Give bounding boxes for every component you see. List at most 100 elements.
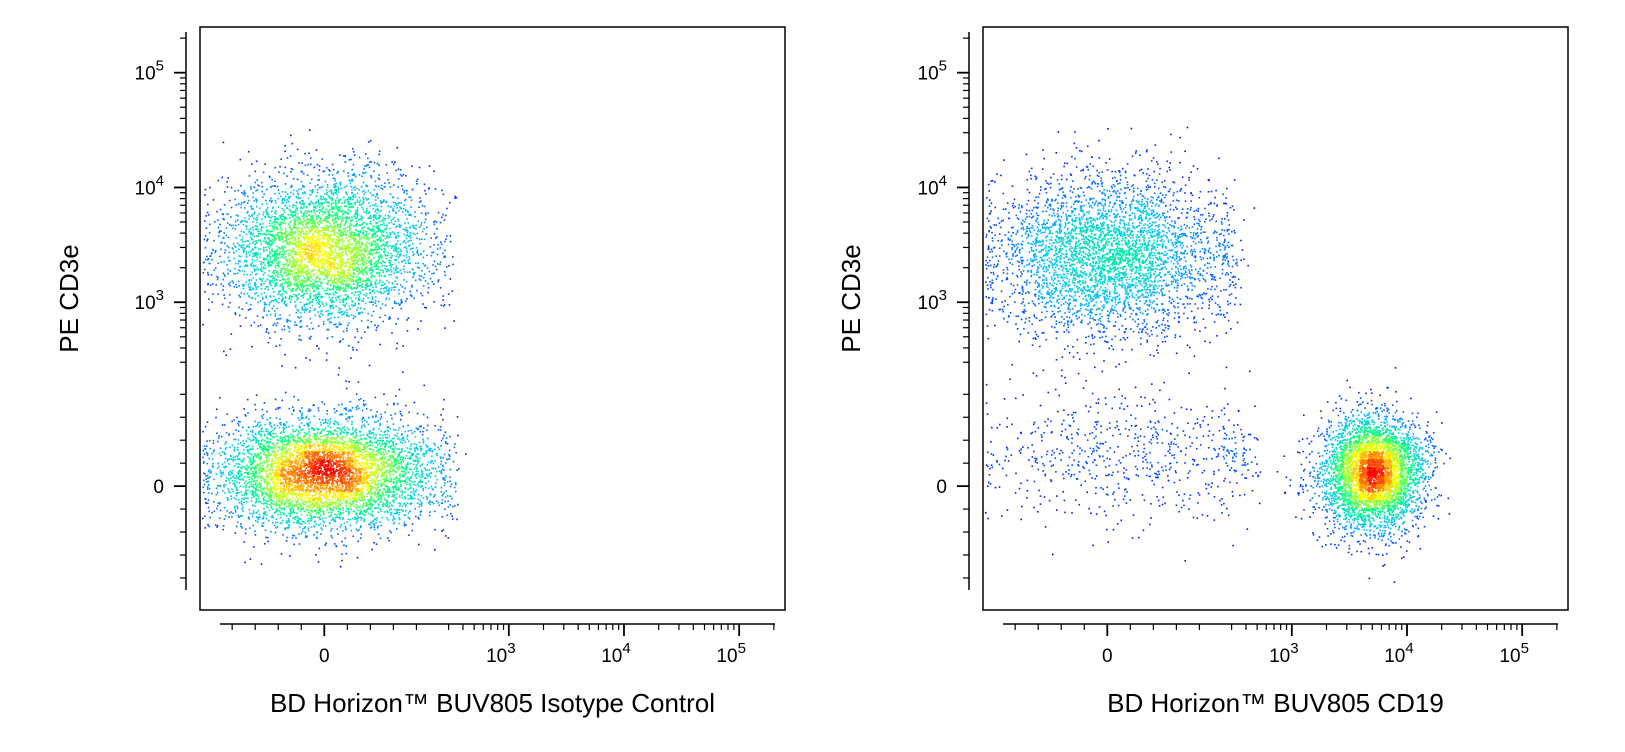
event-dot: [263, 518, 265, 520]
event-dot: [274, 193, 276, 195]
event-dot: [243, 252, 245, 254]
event-dot: [433, 244, 435, 246]
event-dot: [253, 439, 255, 441]
event-dot: [338, 207, 340, 209]
event-dot: [335, 200, 337, 202]
event-dot: [320, 514, 322, 516]
event-dot: [277, 510, 279, 512]
event-dot: [336, 421, 338, 423]
event-dot: [323, 521, 325, 523]
event-dot: [413, 274, 415, 276]
event-dot: [208, 309, 210, 311]
event-dot: [419, 239, 421, 241]
event-dot: [270, 258, 272, 260]
event-dot: [292, 204, 294, 206]
event-dot: [384, 182, 386, 184]
event-dot: [358, 303, 360, 305]
event-dot: [232, 248, 234, 250]
event-dot: [414, 481, 416, 483]
event-dot: [393, 196, 395, 198]
event-dot: [343, 170, 345, 172]
event-dot: [204, 484, 206, 486]
event-dot: [336, 173, 338, 175]
event-dot: [428, 462, 430, 464]
event-dot: [345, 407, 347, 409]
event-dot: [257, 184, 259, 186]
event-dot: [437, 263, 439, 265]
event-dot: [370, 440, 372, 442]
event-dot: [331, 512, 333, 514]
event-dot: [377, 163, 379, 165]
event-dot: [261, 427, 263, 429]
event-dot: [434, 220, 436, 222]
event-dot: [243, 449, 245, 451]
event-dot: [435, 468, 437, 470]
event-dot: [363, 190, 365, 192]
event-dot: [278, 408, 280, 410]
event-dot: [314, 416, 316, 418]
event-dot: [338, 427, 340, 429]
event-dot: [324, 403, 326, 405]
event-dot: [227, 186, 229, 188]
event-dot: [271, 179, 273, 181]
event-dot: [429, 511, 431, 513]
event-dot: [240, 442, 242, 444]
event-dot: [420, 477, 422, 479]
event-dot: [217, 492, 219, 494]
event-dot: [378, 248, 380, 250]
event-dot: [242, 241, 244, 243]
event-dot: [299, 523, 301, 525]
event-dot: [275, 527, 277, 529]
event-dot: [361, 519, 363, 521]
event-dot: [304, 305, 306, 307]
event-dot: [232, 460, 234, 462]
event-dot: [456, 519, 458, 521]
event-dot: [321, 199, 323, 201]
event-dot: [382, 271, 384, 273]
event-dot: [352, 199, 354, 201]
event-dot: [299, 419, 301, 421]
event-dot: [397, 147, 399, 149]
event-dot: [256, 292, 258, 294]
event-dot: [349, 203, 351, 205]
event-dot: [440, 261, 442, 263]
event-dot: [207, 486, 209, 488]
event-dot: [296, 216, 298, 218]
event-dot: [329, 306, 331, 308]
event-dot: [338, 404, 340, 406]
event-dot: [386, 297, 388, 299]
event-dot: [252, 242, 254, 244]
event-dot: [379, 179, 381, 181]
event-dot: [390, 514, 392, 516]
event-dot: [401, 491, 403, 493]
event-dot: [374, 519, 376, 521]
event-dot: [371, 195, 373, 197]
event-dot: [240, 204, 242, 206]
event-dot: [257, 295, 259, 297]
event-dot: [226, 480, 228, 482]
event-dot: [226, 432, 228, 434]
event-dot: [371, 526, 373, 528]
event-dot: [279, 438, 281, 440]
event-dot: [412, 498, 414, 500]
event-dot: [291, 299, 293, 301]
event-dot: [375, 196, 377, 198]
event-dot: [421, 275, 423, 277]
event-dot: [251, 500, 253, 502]
event-dot: [364, 222, 366, 224]
event-dot: [293, 294, 295, 296]
plot-panel-isotype-control: 0 103 104 1050103104105BD Horizon™ BUV805 I…: [54, 27, 785, 718]
event-dot: [281, 295, 283, 297]
event-dot: [447, 500, 449, 502]
event-dot: [452, 264, 454, 266]
event-dot: [401, 308, 403, 310]
event-dot: [340, 309, 342, 311]
event-dot: [369, 365, 371, 367]
event-dot: [253, 187, 255, 189]
event-dot: [218, 235, 220, 237]
event-dot: [267, 242, 269, 244]
event-dot: [327, 216, 329, 218]
event-dot: [267, 279, 269, 281]
event-dot: [208, 484, 210, 486]
event-dot: [333, 214, 335, 216]
